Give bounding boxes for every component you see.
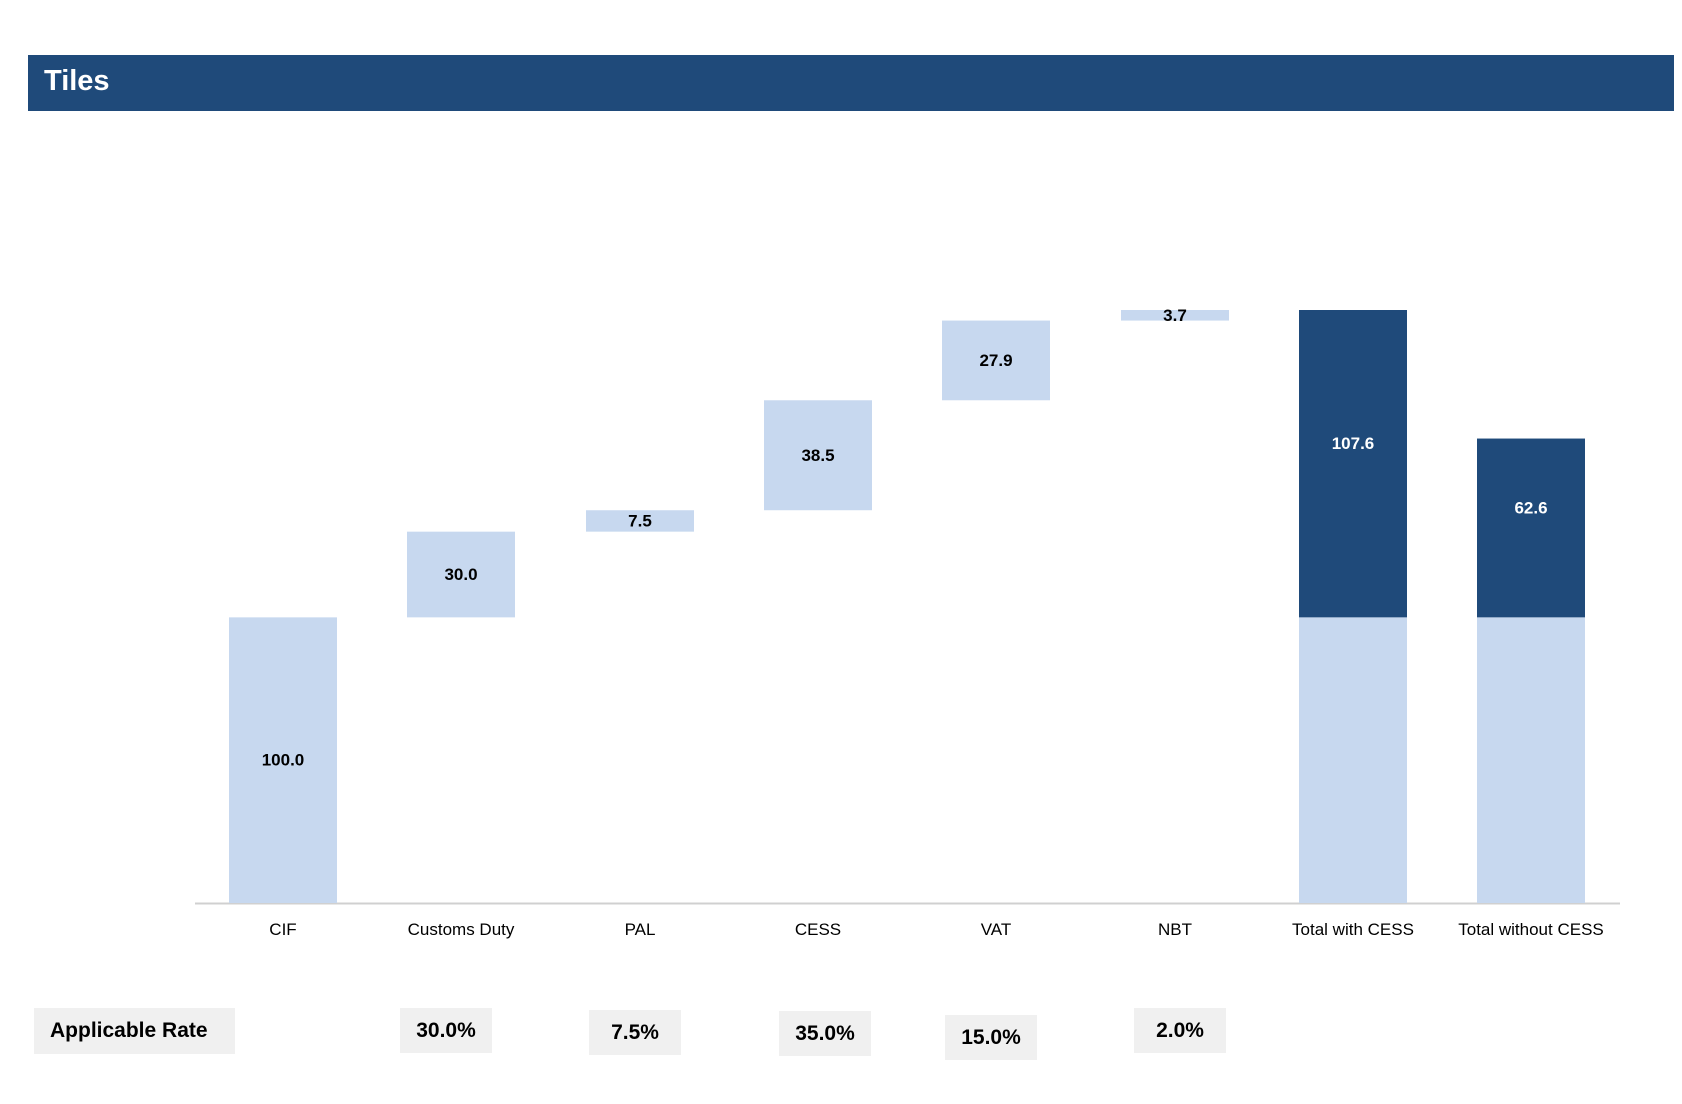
data-label-7: 62.6 xyxy=(1514,498,1547,517)
data-label-1: 30.0 xyxy=(444,565,477,584)
bar-1 xyxy=(407,531,515,618)
page-title: Tiles xyxy=(44,65,110,97)
x-tick-label-4: VAT xyxy=(981,920,1012,939)
x-tick-label-0: CIF xyxy=(269,920,296,939)
x-tick-label-2: PAL xyxy=(625,920,656,939)
rate-cess: 35.0% xyxy=(779,1011,871,1056)
x-tick-label-3: CESS xyxy=(795,920,841,939)
x-tick-label-1: Customs Duty xyxy=(408,920,515,939)
bar-4 xyxy=(942,320,1050,401)
bar-base-6 xyxy=(1299,617,1407,903)
data-label-2: 7.5 xyxy=(628,511,652,530)
bar-3 xyxy=(764,400,872,511)
x-tick-label-6: Total with CESS xyxy=(1292,920,1414,939)
data-label-5: 3.7 xyxy=(1163,306,1187,325)
data-label-4: 27.9 xyxy=(979,351,1012,370)
data-label-3: 38.5 xyxy=(801,446,834,465)
bar-0 xyxy=(229,617,337,903)
rate-vat: 15.0% xyxy=(945,1015,1037,1060)
title-banner: Tiles xyxy=(28,55,1674,111)
rate-pal: 7.5% xyxy=(589,1010,681,1055)
applicable-rate-label: Applicable Rate xyxy=(34,1008,235,1054)
x-tick-label-5: NBT xyxy=(1158,920,1192,939)
rate-nbt: 2.0% xyxy=(1134,1008,1226,1053)
rate-customs-duty: 30.0% xyxy=(400,1008,492,1053)
bar-5 xyxy=(1121,310,1229,321)
bar-2 xyxy=(586,510,694,532)
data-label-0: 100.0 xyxy=(262,751,305,770)
bar-6 xyxy=(1299,310,1407,618)
data-label-6: 107.6 xyxy=(1332,434,1375,453)
bar-7 xyxy=(1477,438,1585,618)
bar-base-7 xyxy=(1477,617,1585,903)
x-tick-label-7: Total without CESS xyxy=(1458,920,1604,939)
